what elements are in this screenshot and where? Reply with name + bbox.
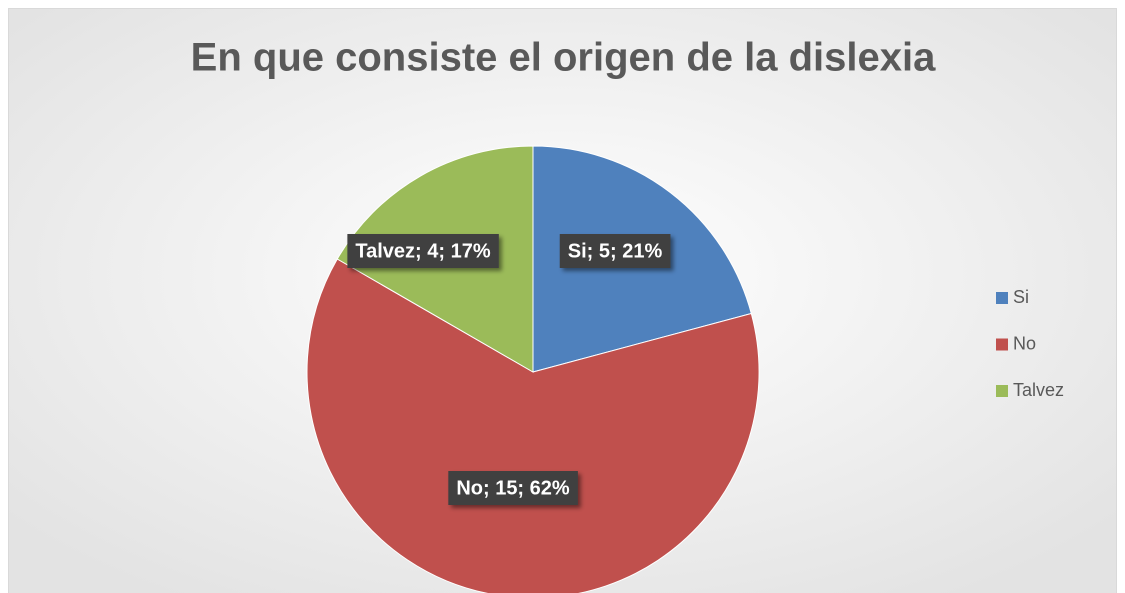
legend-label: No bbox=[1013, 333, 1036, 353]
chart-title: En que consiste el origen de la dislexia bbox=[191, 36, 936, 80]
data-label: Talvez; 4; 17% bbox=[355, 240, 490, 262]
data-label-box bbox=[347, 234, 499, 268]
legend-swatch bbox=[996, 292, 1008, 304]
legend-swatch bbox=[996, 385, 1008, 397]
legend-label: Si bbox=[1013, 287, 1029, 307]
pie-slice bbox=[306, 258, 760, 593]
data-label: No; 15; 62% bbox=[456, 477, 570, 499]
data-label-box bbox=[448, 471, 578, 505]
legend-swatch bbox=[996, 338, 1008, 351]
legend-label: Talvez bbox=[1013, 380, 1064, 400]
data-label-box bbox=[559, 234, 671, 268]
data-label: Si; 5; 21% bbox=[568, 240, 663, 262]
